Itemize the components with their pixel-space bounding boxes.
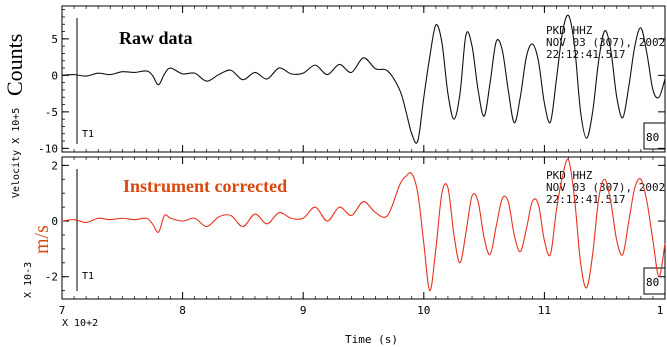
- top-panel-title: Raw data: [119, 28, 193, 48]
- bottom-panel-ylabel: m/s: [31, 225, 53, 254]
- top-y-tick-label: 5: [51, 33, 58, 46]
- top-panel-ylabel: Counts: [2, 34, 27, 96]
- bottom-y-scale-text: X 10-3: [23, 262, 34, 298]
- bottom-y-tick-label: -2: [45, 271, 58, 284]
- bottom-panel-title: Instrument corrected: [123, 176, 287, 196]
- x-tick-label: 8: [179, 304, 186, 317]
- x-axis-label: Time (s): [345, 333, 398, 346]
- top-panel-trace-id: T1: [82, 129, 94, 140]
- top-y-scale-text: Velocity X 10+5: [11, 108, 22, 198]
- x-tick-label: 10: [417, 304, 430, 317]
- x-tick-label: 11: [538, 304, 551, 317]
- bottom-y-tick-label: 2: [51, 159, 58, 172]
- top-y-tick-label: -10: [38, 142, 58, 155]
- top-y-tick-label: 0: [51, 69, 58, 82]
- bottom-y-tick-label: 0: [51, 215, 58, 228]
- top-y-tick-label: -5: [45, 106, 58, 119]
- bottom-panel-trace-id: T1: [82, 271, 94, 282]
- x-tick-label: 9: [300, 304, 307, 317]
- x-scale-text: X 10+2: [62, 318, 98, 329]
- x-tick-label: 1: [657, 304, 664, 317]
- x-tick-label: 7: [59, 304, 66, 317]
- top-corner-label: 80: [646, 131, 659, 144]
- top-station-line3: 22:12:41.517: [546, 48, 625, 61]
- bottom-corner-label: 80: [646, 276, 659, 289]
